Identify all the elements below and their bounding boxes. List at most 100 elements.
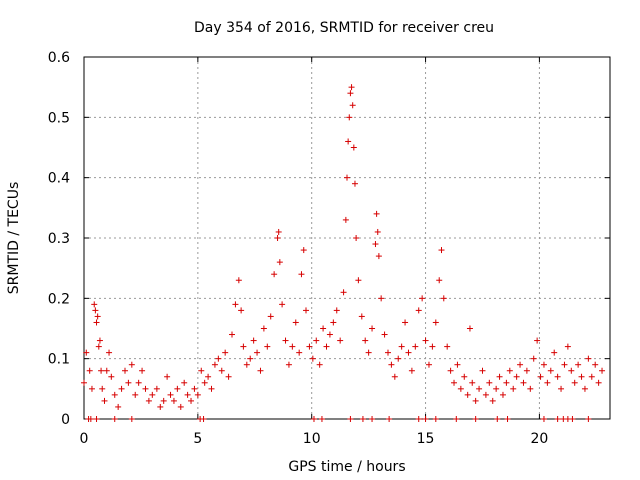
data-point <box>482 391 489 398</box>
data-point <box>599 367 606 374</box>
data-point <box>373 210 380 217</box>
data-point <box>95 343 102 350</box>
data-point <box>551 349 558 356</box>
data-point <box>581 385 588 392</box>
data-point <box>174 385 181 392</box>
y-tick-label: 0.4 <box>48 171 70 187</box>
data-point <box>588 373 595 380</box>
data-point <box>398 343 405 350</box>
axis-ticks: 0 5 10 15 20 0 0.1 0.2 0.3 0.4 0.5 0.6 <box>48 50 610 447</box>
data-point <box>569 416 576 422</box>
data-point <box>254 349 261 356</box>
x-tick-label: 15 <box>417 431 435 447</box>
data-point <box>544 379 551 386</box>
data-point <box>306 343 313 350</box>
data-point <box>164 373 171 380</box>
data-point <box>181 379 188 386</box>
data-point <box>135 379 142 386</box>
data-point <box>476 385 483 392</box>
data-point <box>222 349 229 356</box>
plot-area-frame <box>83 56 611 420</box>
data-point <box>342 216 349 223</box>
data-point <box>359 416 366 422</box>
data-point <box>145 397 152 404</box>
data-point <box>575 361 582 368</box>
data-point <box>318 416 325 422</box>
data-point <box>592 361 599 368</box>
data-point <box>274 235 281 241</box>
data-point <box>346 114 353 121</box>
data-point <box>547 367 554 374</box>
data-point <box>201 379 208 386</box>
data-point <box>340 289 347 296</box>
data-point <box>198 367 205 374</box>
data-point <box>292 319 299 326</box>
data-point <box>194 391 201 398</box>
data-point <box>384 349 391 356</box>
data-point <box>326 331 333 338</box>
data-point <box>571 379 578 386</box>
data-point <box>353 235 360 241</box>
data-point <box>355 277 362 284</box>
data-point <box>461 373 468 380</box>
data-point <box>330 319 337 326</box>
data-point <box>386 416 393 422</box>
data-point <box>412 343 419 350</box>
data-point <box>503 379 510 386</box>
x-tick-label: 10 <box>303 431 321 447</box>
data-point <box>320 325 327 332</box>
y-axis-label: SRMTID / TECUs <box>6 182 22 295</box>
data-point <box>347 416 354 422</box>
data-point <box>111 416 118 422</box>
data-point <box>489 397 496 404</box>
data-point <box>91 301 98 308</box>
data-point <box>453 416 460 422</box>
data-point <box>160 397 167 404</box>
data-point <box>369 416 376 422</box>
data-point <box>103 367 110 374</box>
data-point <box>472 397 479 404</box>
x-tick-label: 0 <box>80 431 89 447</box>
data-point <box>310 416 317 422</box>
data-point <box>225 373 232 380</box>
data-point <box>486 379 493 386</box>
y-tick-label: 0.1 <box>48 352 70 368</box>
x-axis-label: GPS time / hours <box>288 459 405 475</box>
data-point <box>496 373 503 380</box>
data-point <box>108 373 115 380</box>
data-point <box>184 391 191 398</box>
data-point <box>92 307 99 314</box>
data-point <box>365 349 372 356</box>
data-point <box>345 138 352 145</box>
y-tick-label: 0.3 <box>48 231 70 247</box>
data-point <box>285 361 292 368</box>
data-point <box>391 373 398 380</box>
data-point <box>260 325 267 332</box>
data-point <box>267 313 274 320</box>
data-point <box>296 349 303 356</box>
data-point <box>337 337 344 344</box>
data-point <box>422 337 429 344</box>
y-tick-label: 0.2 <box>48 291 70 307</box>
data-point <box>235 277 242 284</box>
data-point <box>375 253 382 260</box>
data-point <box>513 373 520 380</box>
data-point <box>128 416 135 422</box>
data-point <box>578 373 585 380</box>
data-point <box>153 385 160 392</box>
data-point <box>276 259 283 266</box>
y-tick-label: 0.6 <box>48 50 70 66</box>
data-point <box>118 385 125 392</box>
data-point <box>436 277 443 284</box>
data-point <box>395 355 402 362</box>
data-point <box>208 385 215 392</box>
data-point <box>121 367 128 374</box>
data-point <box>469 379 476 386</box>
data-point <box>472 416 479 422</box>
data-point <box>422 416 429 422</box>
data-point <box>350 144 357 151</box>
data-point <box>289 343 296 350</box>
data-point <box>115 403 122 410</box>
x-tick-label: 5 <box>193 431 202 447</box>
